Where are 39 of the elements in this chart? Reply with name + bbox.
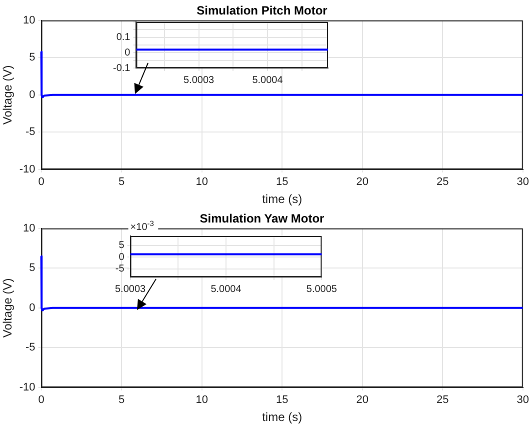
y-tick-label: 0.1: [116, 32, 131, 44]
y-tick-label: 10: [23, 14, 36, 26]
x-tick-label: 5.0003: [183, 74, 215, 86]
x-tick-label: 25: [436, 394, 449, 406]
x-tick-label: 15: [276, 176, 288, 188]
x-tick-label: 30: [516, 394, 530, 406]
x-tick-label: 5.0004: [252, 74, 284, 86]
y-tick-label: -0.1: [112, 62, 131, 74]
y-tick-label: -10: [19, 163, 36, 176]
x-tick-label: 30: [516, 176, 530, 188]
x-tick-label: 20: [356, 176, 368, 188]
y-tick-label: 5: [118, 240, 125, 252]
chart-title: Simulation Pitch Motor: [196, 4, 328, 18]
x-tick-label: 20: [356, 394, 368, 406]
x-tick-label: 10: [196, 176, 208, 188]
x-tick-label: 5.0005: [306, 284, 338, 295]
y-tick-label: 5: [29, 52, 36, 64]
x-tick-label: 10: [196, 394, 208, 406]
chart-title: Simulation Yaw Motor: [200, 212, 325, 226]
x-tick-label: 25: [436, 176, 449, 188]
x-tick-label: 0: [38, 394, 44, 406]
y-tick-label: 5: [29, 262, 36, 274]
y-tick-label: 0: [124, 47, 131, 58]
x-tick-label: 15: [276, 394, 288, 406]
y-tick-label: 0: [29, 302, 36, 314]
y-tick-label: 10: [23, 222, 36, 234]
y-tick-label: -5: [115, 264, 125, 275]
x-axis-title: time (s): [262, 410, 302, 424]
x-tick-label: 5.0004: [210, 284, 242, 295]
x-axis-title: time (s): [262, 192, 302, 206]
y-tick-label: -5: [26, 126, 36, 138]
x-tick-label: 5.0003: [114, 284, 146, 295]
y-tick-label: -10: [19, 381, 36, 394]
y-tick-label: 0: [29, 88, 36, 101]
y-tick-label: 0: [118, 252, 125, 263]
y-axis-title: Voltage (V): [0, 65, 15, 125]
x-tick-label: 0: [38, 176, 44, 188]
y-tick-label: -5: [26, 342, 36, 354]
y-axis-title: Voltage (V): [0, 278, 15, 338]
